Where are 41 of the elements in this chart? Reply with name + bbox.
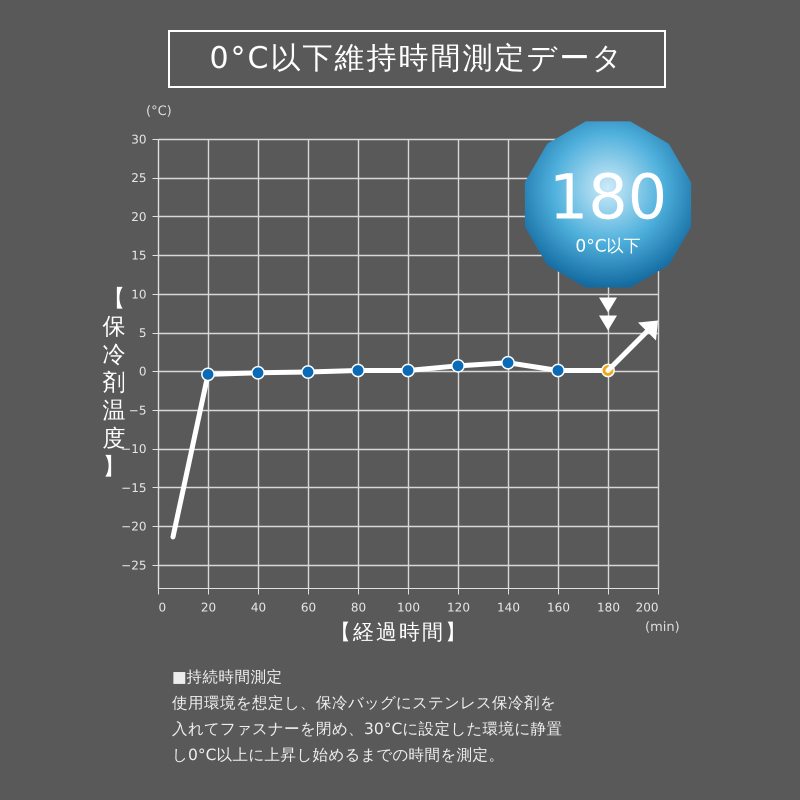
y-tick-label: 5 bbox=[138, 326, 146, 340]
text: (°C) bbox=[146, 104, 172, 119]
x-tick-label: 100 bbox=[397, 600, 420, 614]
chart-title: 0°C以下維持時間測定データ bbox=[168, 30, 666, 88]
y-tick-label: 20 bbox=[131, 210, 146, 224]
y-tick-label: 15 bbox=[131, 248, 146, 263]
text: 使用環境を想定し、保冷バッグにステンレス保冷剤を bbox=[172, 693, 557, 714]
point bbox=[551, 364, 565, 378]
text: ■持続時間測定 bbox=[172, 667, 284, 688]
x-tick-label: 60 bbox=[300, 600, 316, 614]
x-tick-label: 80 bbox=[350, 600, 366, 614]
x-tick-label: 120 bbox=[447, 600, 470, 614]
x-tick-label: 0 bbox=[158, 600, 166, 614]
text: 入れてファスナーを閉め、30°Cに設定した環境に静置 bbox=[172, 719, 562, 740]
y-tick-label: −20 bbox=[121, 520, 146, 534]
point bbox=[251, 366, 265, 380]
point bbox=[351, 364, 365, 378]
point bbox=[401, 364, 415, 378]
annotation: 0°C以下 bbox=[575, 236, 641, 256]
y-tick-label: 0 bbox=[138, 364, 146, 379]
y-tick-label: 30 bbox=[131, 132, 146, 146]
y-tick-label: −10 bbox=[121, 442, 146, 456]
x-tick-label: 160 bbox=[547, 600, 570, 614]
y-tick-label: −5 bbox=[128, 403, 146, 418]
text: し0°C以上に上昇し始めるまでの時間を測定。 bbox=[172, 745, 506, 766]
y-tick-label: −25 bbox=[121, 558, 146, 572]
x-tick-label: 20 bbox=[200, 600, 216, 614]
point bbox=[451, 358, 465, 373]
annotation: 180 bbox=[548, 160, 668, 234]
text: (min) bbox=[645, 620, 680, 635]
point bbox=[501, 356, 515, 370]
point bbox=[201, 367, 215, 382]
x-tick-label: 200 bbox=[636, 600, 658, 614]
x-axis-title: 【経過時間】 bbox=[330, 619, 468, 646]
x-tick-label: 180 bbox=[597, 600, 620, 614]
y-tick-label: 25 bbox=[131, 171, 146, 186]
x-tick-label: 140 bbox=[497, 600, 520, 614]
point bbox=[301, 365, 315, 379]
y-tick-label: 10 bbox=[131, 287, 146, 302]
y-tick-label: −15 bbox=[121, 480, 146, 495]
x-tick-label: 40 bbox=[250, 600, 266, 614]
